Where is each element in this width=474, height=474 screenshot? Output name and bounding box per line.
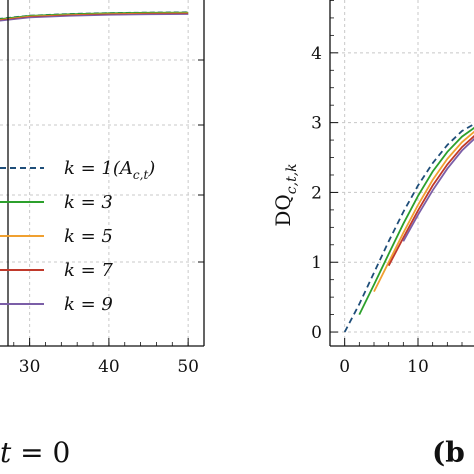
- legend-label-3: k = 7: [64, 260, 113, 281]
- left-ticks: 30 40 50: [19, 357, 199, 377]
- legend-label-tail-0: ): [147, 158, 155, 179]
- right-series-line-4: [402, 137, 474, 242]
- legend-label-2: k = 5: [64, 226, 113, 247]
- right-ytick-label-3: 3: [311, 114, 322, 134]
- right-series-line-2: [373, 130, 474, 293]
- y-axis-label-main: DQ: [271, 194, 295, 226]
- right-axes: [329, 0, 474, 347]
- right-ticks: 0 1 2 3 4 0 10: [311, 44, 429, 377]
- right-xtick-label-0: 0: [339, 357, 350, 377]
- legend: k = 1(Ac,t) k = 3 k = 5 k = 7 k = 9: [0, 158, 155, 315]
- legend-label-main-0: k = 1(A: [64, 158, 133, 179]
- right-ytick-label-2: 2: [311, 183, 322, 203]
- left-axes: [0, 0, 205, 347]
- right-series-line-3: [387, 135, 474, 267]
- left-series: [0, 11, 189, 22]
- left-grid: [0, 0, 204, 346]
- legend-label-0: k = 1(Ac,t): [64, 158, 155, 182]
- right-ytick-label-1: 1: [311, 253, 322, 273]
- y-axis-label-sub: c,t,k: [284, 163, 300, 194]
- legend-label-main-4: k = 9: [64, 294, 113, 315]
- left-xtick-label-0: 30: [19, 357, 41, 377]
- right-series-line-0: [343, 123, 474, 333]
- legend-label-sub-0: c,t: [133, 168, 149, 182]
- right-series: [343, 123, 474, 333]
- right-ytick-label-4: 4: [311, 44, 322, 64]
- legend-label-main-3: k = 7: [64, 260, 113, 281]
- legend-label-1: k = 3: [64, 192, 113, 213]
- y-axis-label: DQc,t,k: [271, 163, 300, 226]
- right-panel: 0 1 2 3 4 0 10 DQc,t,k: [271, 0, 474, 377]
- left-xtick-label-2: 50: [177, 357, 199, 377]
- legend-label-main-2: k = 5: [64, 226, 113, 247]
- left-caption-t: t: [0, 436, 12, 469]
- left-panel: 30 40 50 k = 1(Ac,t) k = 3 k = 5 k = 7 k = 9: [0, 0, 205, 377]
- left-xtick-label-1: 40: [98, 357, 120, 377]
- right-caption: (b: [432, 436, 465, 469]
- right-series-line-1: [358, 126, 474, 315]
- left-caption-rest: = 0: [11, 436, 70, 469]
- right-xtick-label-1: 10: [407, 357, 429, 377]
- left-series-line-4: [0, 13, 189, 22]
- legend-label-main-1: k = 3: [64, 192, 113, 213]
- legend-label-4: k = 9: [64, 294, 113, 315]
- left-caption: t = 0: [0, 436, 70, 469]
- right-ytick-label-0: 0: [311, 323, 322, 343]
- right-grid: [330, 0, 474, 346]
